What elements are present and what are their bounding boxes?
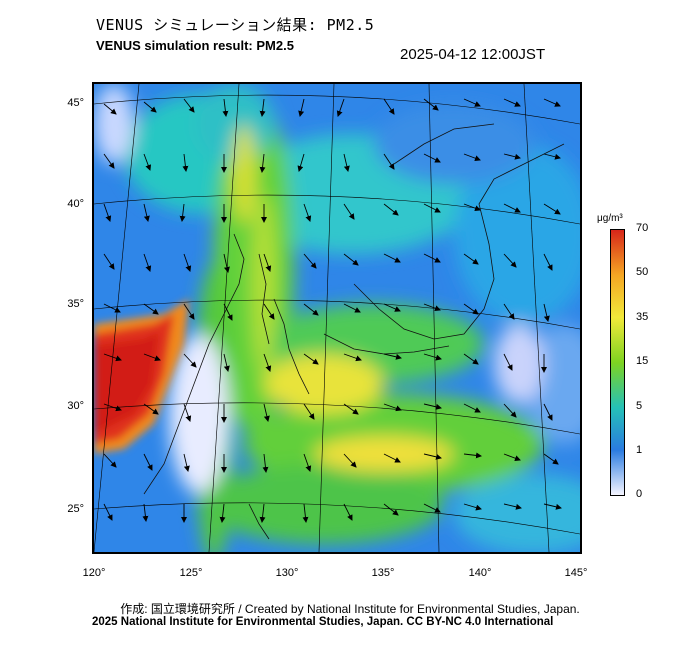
x-tick-label: 130° xyxy=(275,567,299,579)
colorbar-label: 35 xyxy=(636,311,649,323)
credit-japanese: 作成: 国立環境研究所 / Created by National Instit… xyxy=(120,602,580,616)
colorbar xyxy=(610,229,625,496)
pm25-field-svg xyxy=(94,84,580,552)
x-tick-label: 140° xyxy=(468,567,492,579)
title-japanese: VENUS シミュレーション結果: PM2.5 xyxy=(96,16,375,34)
credit-english: 2025 National Institute for Environmenta… xyxy=(92,616,554,628)
y-tick-label: 45° xyxy=(67,97,84,109)
x-tick-label: 135° xyxy=(371,567,395,579)
colorbar-label: 15 xyxy=(636,355,649,367)
y-tick-label: 25° xyxy=(67,503,84,515)
pm25-map xyxy=(94,84,580,552)
x-tick-label: 120° xyxy=(82,567,106,579)
x-tick-label: 145° xyxy=(564,567,588,579)
concentration-blobs xyxy=(94,84,580,552)
x-tick-label: 125° xyxy=(179,567,203,579)
graticule xyxy=(94,84,580,552)
y-tick-label: 35° xyxy=(67,298,84,310)
y-tick-label: 30° xyxy=(67,400,84,412)
colorbar-label: 1 xyxy=(636,444,643,456)
y-tick-label: 40° xyxy=(67,198,84,210)
colorbar-unit: μg/m³ xyxy=(597,213,623,224)
wind-vectors xyxy=(103,98,562,523)
colorbar-label: 50 xyxy=(636,266,649,278)
timestamp: 2025-04-12 12:00JST xyxy=(400,46,546,63)
colorbar-label: 5 xyxy=(636,400,643,412)
title-english: VENUS simulation result: PM2.5 xyxy=(96,38,294,53)
colorbar-label: 0 xyxy=(636,488,643,500)
colorbar-label: 70 xyxy=(636,222,649,234)
